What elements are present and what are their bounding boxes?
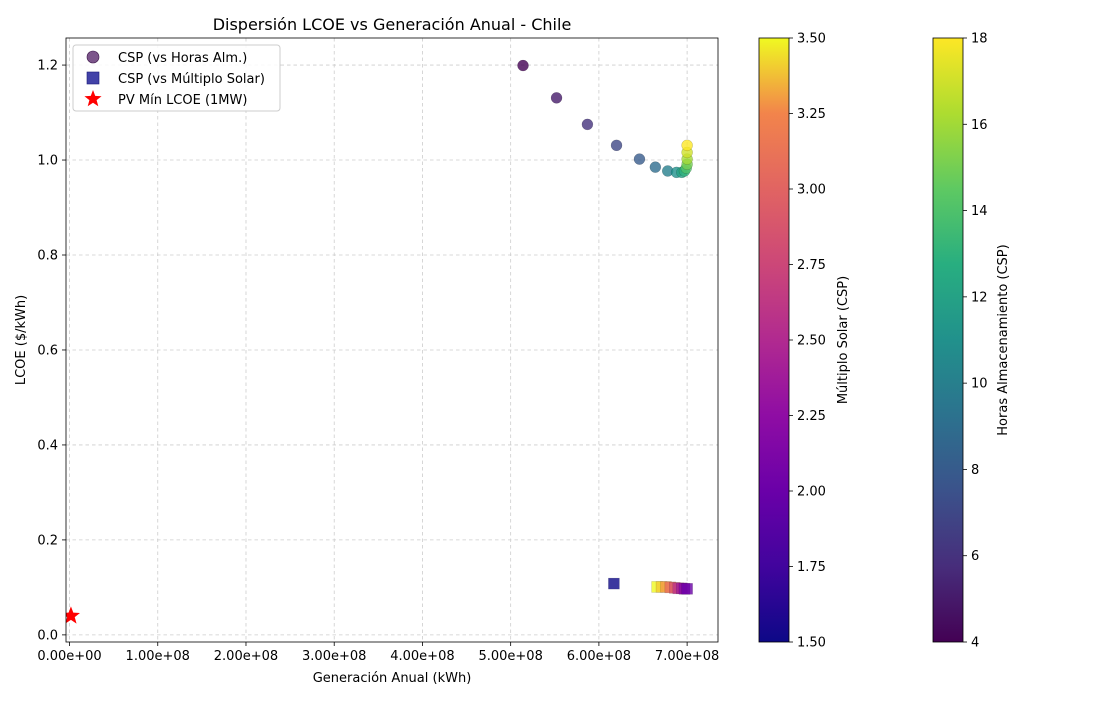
x-tick-label: 7.00e+08	[655, 649, 719, 664]
csp-horas-point	[610, 139, 623, 152]
colorbar-tick-label: 10	[971, 377, 988, 392]
x-tick-label: 2.00e+08	[214, 649, 278, 664]
colorbar-tick-label: 16	[971, 118, 988, 133]
x-axis-label: Generación Anual (kWh)	[313, 671, 472, 686]
x-tick-label: 3.00e+08	[302, 649, 366, 664]
colorbar-tick-label: 14	[971, 204, 988, 219]
csp-horas-point	[581, 118, 594, 131]
legend-box	[72, 44, 281, 112]
csp-multiplo-point	[608, 577, 620, 590]
x-axis: 0.00e+00 1.00e+08 2.00e+08 3.00e+08 4.00e+08…	[37, 642, 719, 664]
csp-horas-point	[649, 161, 662, 173]
colorbar-tick-label: 3.25	[797, 107, 826, 122]
pv-min-lcoe-point	[66, 606, 80, 624]
x-tick-label: 6.00e+08	[567, 649, 631, 664]
colorbar-tick-label: 4	[971, 636, 979, 651]
y-tick-label: 0.4	[37, 438, 58, 453]
y-axis: 0.0 0.2 0.4 0.6 0.8 1.0 1.2	[37, 59, 66, 643]
colorbar-tick-label: 18	[971, 32, 988, 47]
x-tick-label: 0.00e+00	[37, 649, 101, 664]
legend-label-pv: PV Mín LCOE (1MW)	[118, 93, 247, 108]
data-points	[66, 59, 693, 624]
colorbar-horas-ticks: 4 6 8 10 12 14 16 18	[963, 32, 988, 651]
colorbar-tick-label: 12	[971, 290, 988, 305]
colorbar-tick-label: 2.25	[797, 409, 826, 424]
x-tick-label: 4.00e+08	[390, 649, 454, 664]
colorbar-tick-label: 3.00	[797, 183, 826, 198]
colorbar-tick-label: 1.75	[797, 560, 826, 575]
y-axis-label: LCOE ($/kWh)	[14, 295, 29, 385]
legend-marker-csp-horas	[86, 50, 100, 64]
y-tick-label: 0.8	[37, 249, 58, 264]
csp-horas-point	[517, 59, 529, 72]
colorbar-multiplo-label: Múltiplo Solar (CSP)	[836, 276, 851, 404]
colorbar-tick-label: 3.50	[797, 32, 826, 47]
y-tick-label: 1.0	[37, 154, 58, 169]
colorbar-tick-label: 2.50	[797, 334, 826, 349]
colorbar-tick-label: 8	[971, 463, 979, 478]
plot-frame	[65, 37, 719, 643]
colorbar-horas-label: Horas Almacenamiento (CSP)	[996, 244, 1011, 435]
x-tick-label: 1.00e+08	[126, 649, 190, 664]
legend: CSP (vs Horas Alm.) CSP (vs Múltiplo Sol…	[72, 44, 281, 112]
grid	[66, 38, 718, 642]
y-tick-label: 1.2	[37, 59, 58, 74]
legend-marker-pv	[84, 90, 102, 107]
colorbar-horas-almacenamiento: 4 6 8 10 12 14 16 18 Horas Almacenamiento (CSP)	[932, 32, 1011, 651]
colorbar-tick-label: 6	[971, 549, 979, 564]
colorbar-multiplo-gradient	[758, 37, 790, 643]
csp-horas-point	[550, 92, 563, 104]
legend-label-csp-horas: CSP (vs Horas Alm.)	[118, 51, 247, 66]
chart-title: Dispersión LCOE vs Generación Anual - Ch…	[213, 15, 572, 34]
y-tick-label: 0.0	[37, 628, 58, 643]
y-tick-label: 0.2	[37, 533, 58, 548]
colorbar-tick-label: 2.00	[797, 485, 826, 500]
csp-horas-point	[633, 153, 646, 165]
legend-marker-csp-multiplo	[86, 71, 100, 85]
csp-horas-point	[681, 139, 693, 152]
legend-label-csp-multiplo: CSP (vs Múltiplo Solar)	[118, 72, 265, 87]
colorbar-horas-gradient	[932, 37, 964, 643]
colorbar-tick-label: 1.50	[797, 636, 826, 651]
colorbar-multiplo-solar: 1.50 1.75 2.00 2.25 2.50 2.75 3.00 3.25 3.50 Múl…	[758, 32, 851, 651]
csp-multiplo-point	[681, 583, 693, 595]
y-tick-label: 0.6	[37, 343, 58, 358]
x-tick-label: 5.00e+08	[478, 649, 542, 664]
colorbar-multiplo-ticks: 1.50 1.75 2.00 2.25 2.50 2.75 3.00 3.25 3.50	[789, 32, 826, 651]
colorbar-tick-label: 2.75	[797, 258, 826, 273]
